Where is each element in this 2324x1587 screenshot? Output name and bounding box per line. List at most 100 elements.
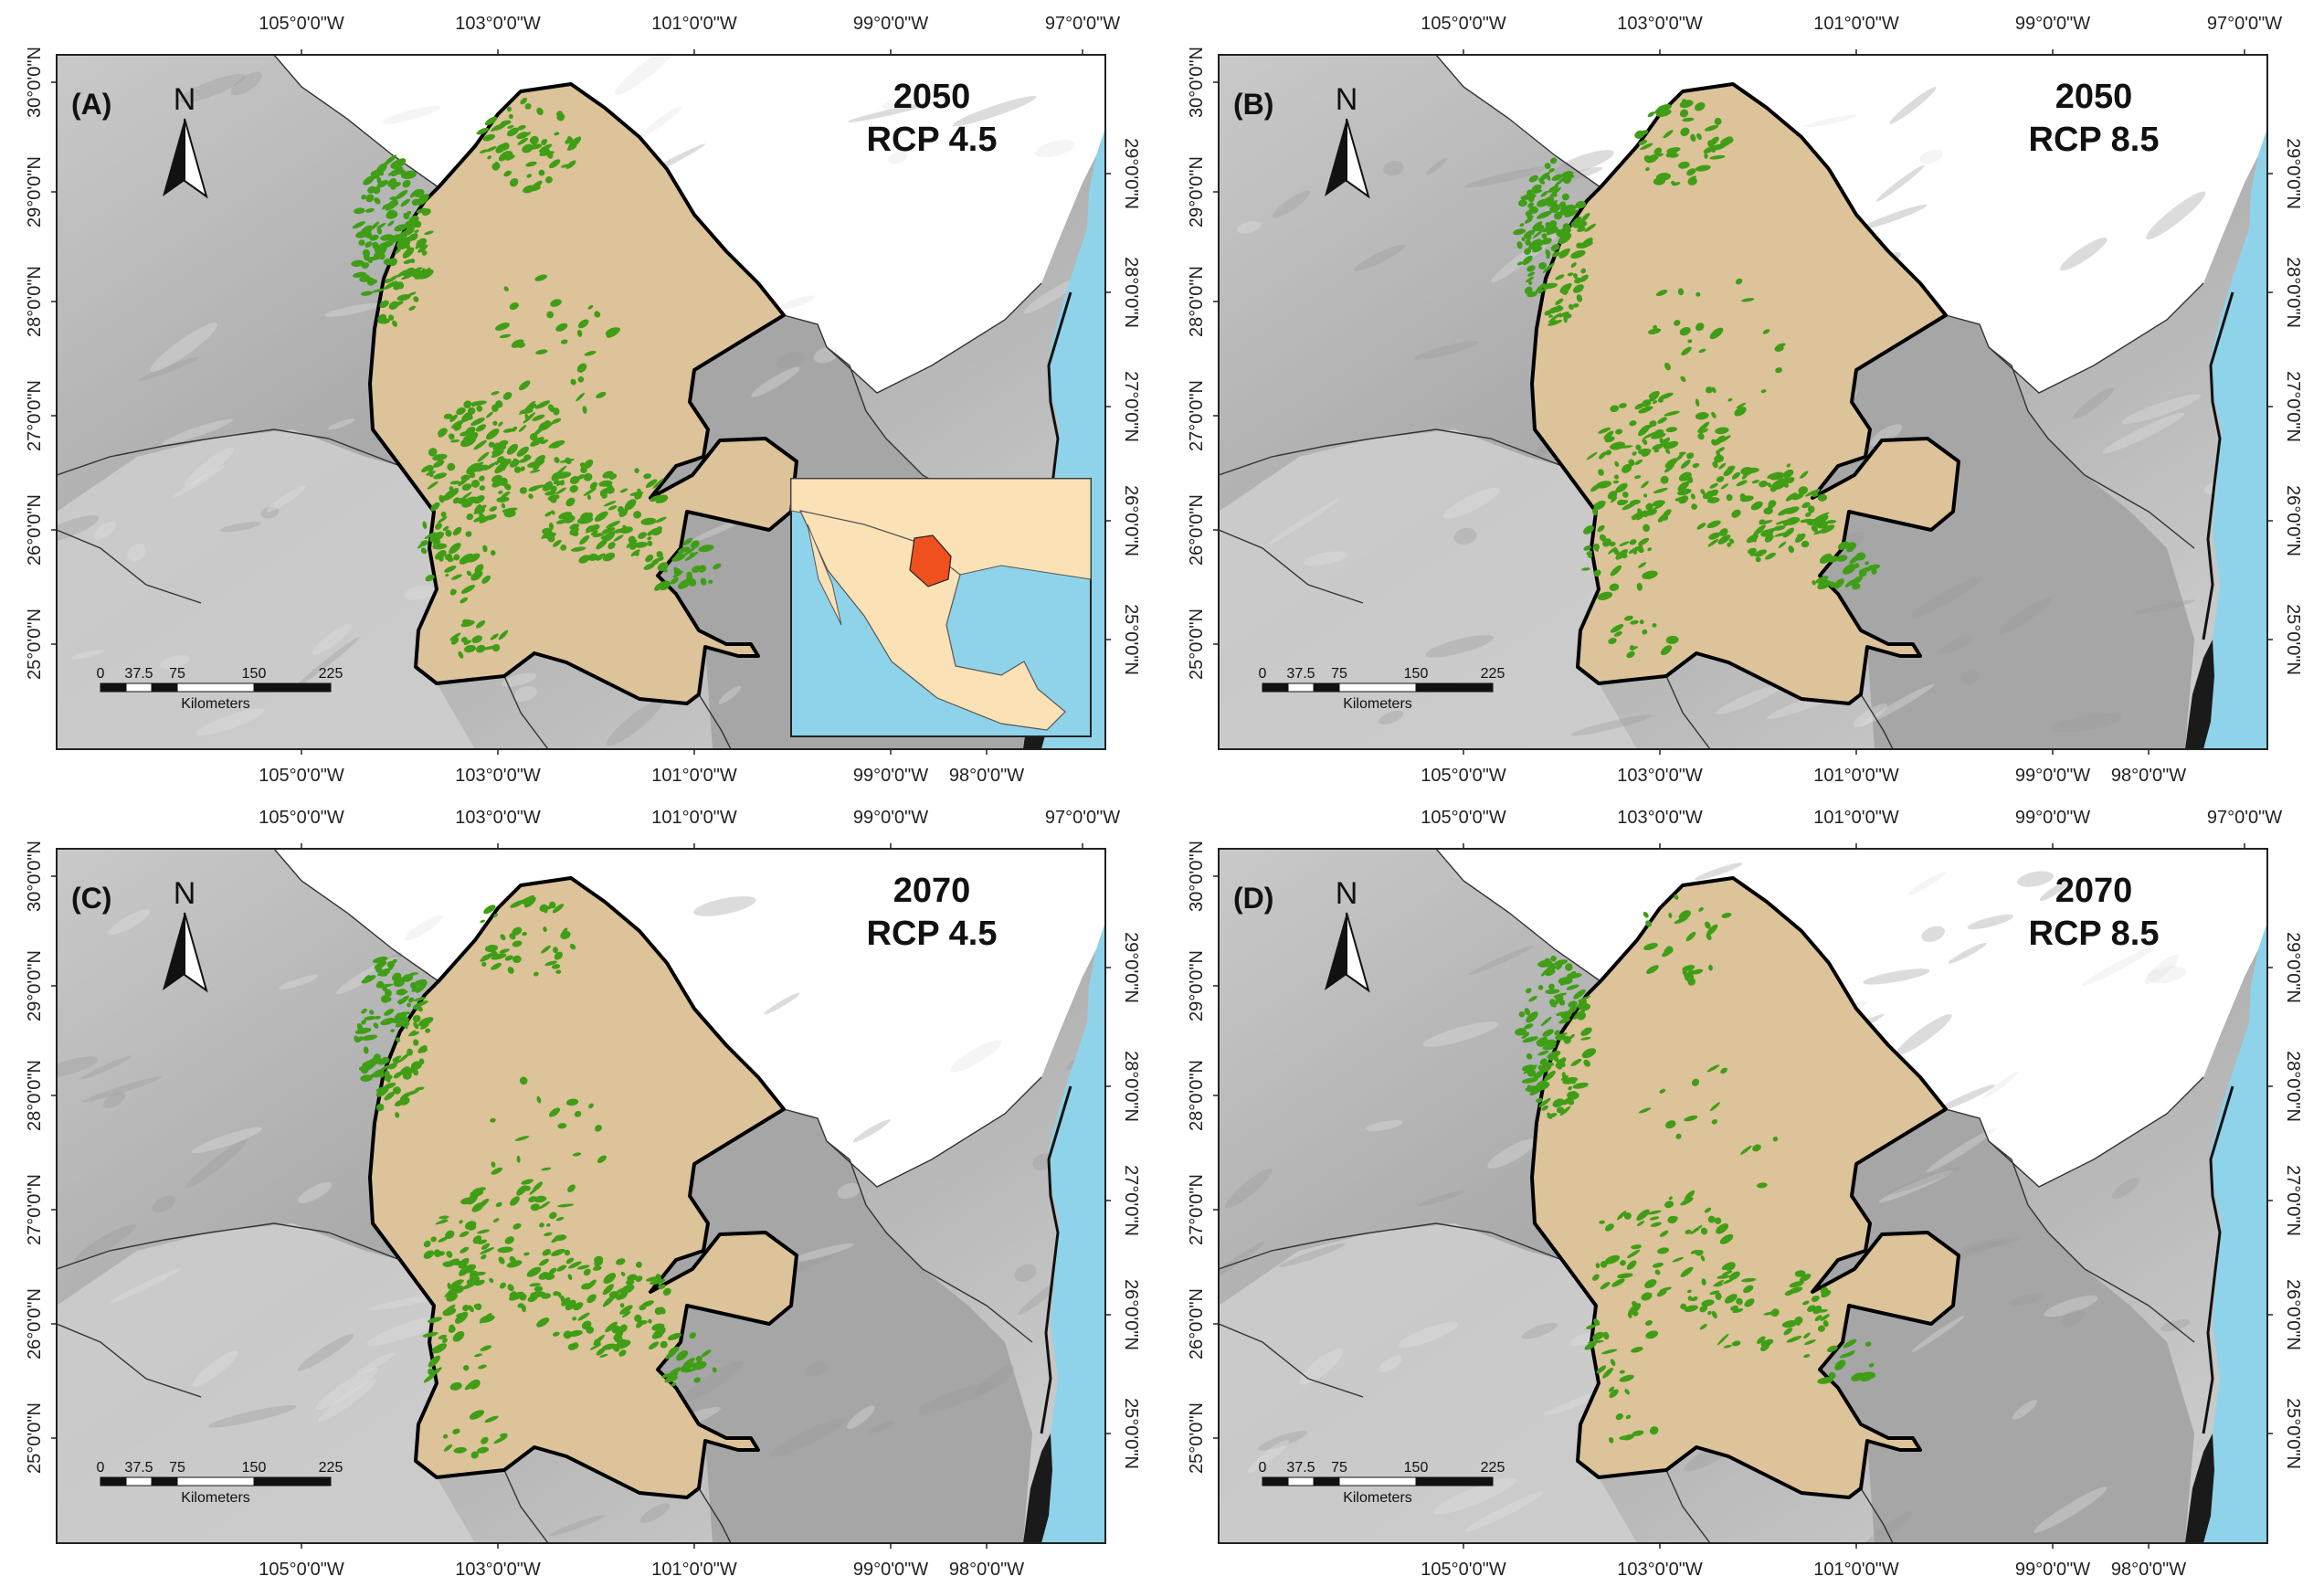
- habitat-patch: [650, 1278, 666, 1285]
- habitat-patch: [598, 480, 613, 487]
- habitat-patch: [509, 1291, 524, 1301]
- habitat-patch: [491, 950, 499, 958]
- relief-texture: [1299, 1348, 1344, 1385]
- habitat-patch: [1528, 280, 1533, 285]
- habitat-patch: [498, 490, 503, 494]
- habitat-patch: [1554, 176, 1567, 186]
- top-longitude-label: 101°0'0"W: [1813, 14, 1899, 34]
- habitat-patch: [435, 523, 442, 530]
- habitat-patch: [1525, 239, 1531, 246]
- habitat-patch: [566, 135, 573, 142]
- habitat-patch: [1709, 1102, 1720, 1112]
- habitat-patch: [1556, 1011, 1565, 1016]
- habitat-patch: [398, 995, 409, 1005]
- habitat-patch: [581, 1283, 591, 1290]
- habitat-patch: [1627, 1312, 1632, 1318]
- habitat-patch: [1568, 303, 1574, 311]
- habitat-patch: [1535, 282, 1546, 293]
- habitat-patch: [1820, 1378, 1825, 1381]
- habitat-patch: [1724, 1294, 1738, 1304]
- habitat-patch: [626, 539, 638, 548]
- habitat-patch: [1811, 1296, 1820, 1302]
- habitat-patch: [1545, 989, 1560, 995]
- habitat-patch: [1685, 1229, 1692, 1234]
- habitat-patch: [1706, 924, 1718, 936]
- habitat-patch: [1573, 989, 1586, 1000]
- habitat-patch: [1677, 288, 1685, 296]
- habitat-patch: [424, 230, 434, 236]
- relief-texture: [1453, 527, 1477, 545]
- bottom-longitude-label: 98°0'0"W: [949, 766, 1024, 786]
- habitat-patch: [1581, 1048, 1597, 1059]
- relief-texture: [75, 1224, 136, 1262]
- habitat-patch: [1528, 995, 1537, 1002]
- habitat-patch: [1760, 389, 1767, 394]
- habitat-patch: [583, 487, 597, 496]
- habitat-patch: [1868, 1362, 1875, 1368]
- habitat-patch: [1540, 190, 1548, 197]
- habitat-patch: [543, 481, 553, 488]
- habitat-patch: [430, 502, 440, 512]
- habitat-patch: [1714, 1217, 1722, 1224]
- habitat-patch: [579, 534, 590, 545]
- scale-tick-label: 75: [169, 1460, 185, 1476]
- habitat-patch: [546, 1223, 551, 1227]
- habitat-patch: [1526, 1011, 1538, 1023]
- relief-texture: [1413, 341, 1479, 360]
- habitat-patch: [1549, 157, 1558, 164]
- habitat-patch: [1526, 1084, 1533, 1093]
- habitat-patch: [1608, 1386, 1615, 1392]
- habitat-patch: [548, 1107, 561, 1117]
- relief-texture: [57, 515, 100, 544]
- habitat-patch: [1592, 1274, 1600, 1281]
- state-border: [783, 1108, 924, 1270]
- habitat-patch: [470, 461, 484, 471]
- habitat-patch: [1583, 545, 1591, 551]
- habitat-patch: [1744, 1298, 1755, 1307]
- habitat-patch: [452, 1330, 465, 1342]
- habitat-patch: [420, 540, 428, 546]
- habitat-patch: [1711, 1119, 1717, 1125]
- relief-texture: [1907, 872, 1947, 896]
- habitat-patch: [1789, 1281, 1804, 1288]
- habitat-patch: [569, 485, 578, 493]
- habitat-patch: [484, 461, 497, 471]
- habitat-patch: [529, 1283, 541, 1287]
- habitat-patch: [543, 926, 547, 933]
- habitat-patch: [1732, 1308, 1744, 1314]
- scale-tick-label: 37.5: [1286, 666, 1315, 682]
- habitat-patch: [361, 1034, 378, 1041]
- inset-baja: [807, 524, 842, 626]
- habitat-patch: [475, 644, 486, 653]
- habitat-patch: [1565, 225, 1571, 228]
- habitat-patch: [477, 1446, 490, 1454]
- relief-texture: [1998, 598, 2053, 635]
- habitat-patch: [678, 578, 692, 589]
- right-latitude-label: 28°0'0"N: [2283, 257, 2303, 328]
- habitat-patch: [1583, 524, 1594, 534]
- bottom-longitude-label: 103°0'0"W: [1617, 766, 1703, 786]
- habitat-patch: [438, 494, 445, 503]
- relief-texture: [70, 650, 105, 660]
- habitat-patch: [447, 1282, 451, 1290]
- habitat-patch: [474, 1353, 483, 1358]
- habitat-patch: [548, 1211, 557, 1220]
- habitat-patch: [1598, 427, 1611, 434]
- habitat-patch: [560, 1295, 565, 1304]
- habitat-patch: [535, 349, 548, 354]
- habitat-patch: [485, 428, 500, 440]
- habitat-patch: [1844, 579, 1854, 587]
- habitat-patch: [462, 496, 478, 506]
- habitat-patch: [1657, 417, 1667, 424]
- habitat-patch: [380, 994, 390, 1003]
- habitat-patch: [517, 1303, 524, 1308]
- habitat-patch: [1739, 1145, 1752, 1155]
- habitat-patch: [1802, 1300, 1810, 1306]
- habitat-patch: [530, 459, 545, 468]
- habitat-patch: [1717, 1275, 1730, 1279]
- habitat-patch: [689, 1332, 696, 1339]
- bottom-longitude-label: 98°0'0"W: [2111, 766, 2186, 786]
- habitat-patch: [1817, 1325, 1825, 1332]
- top-longitude-label: 105°0'0"W: [1421, 14, 1506, 34]
